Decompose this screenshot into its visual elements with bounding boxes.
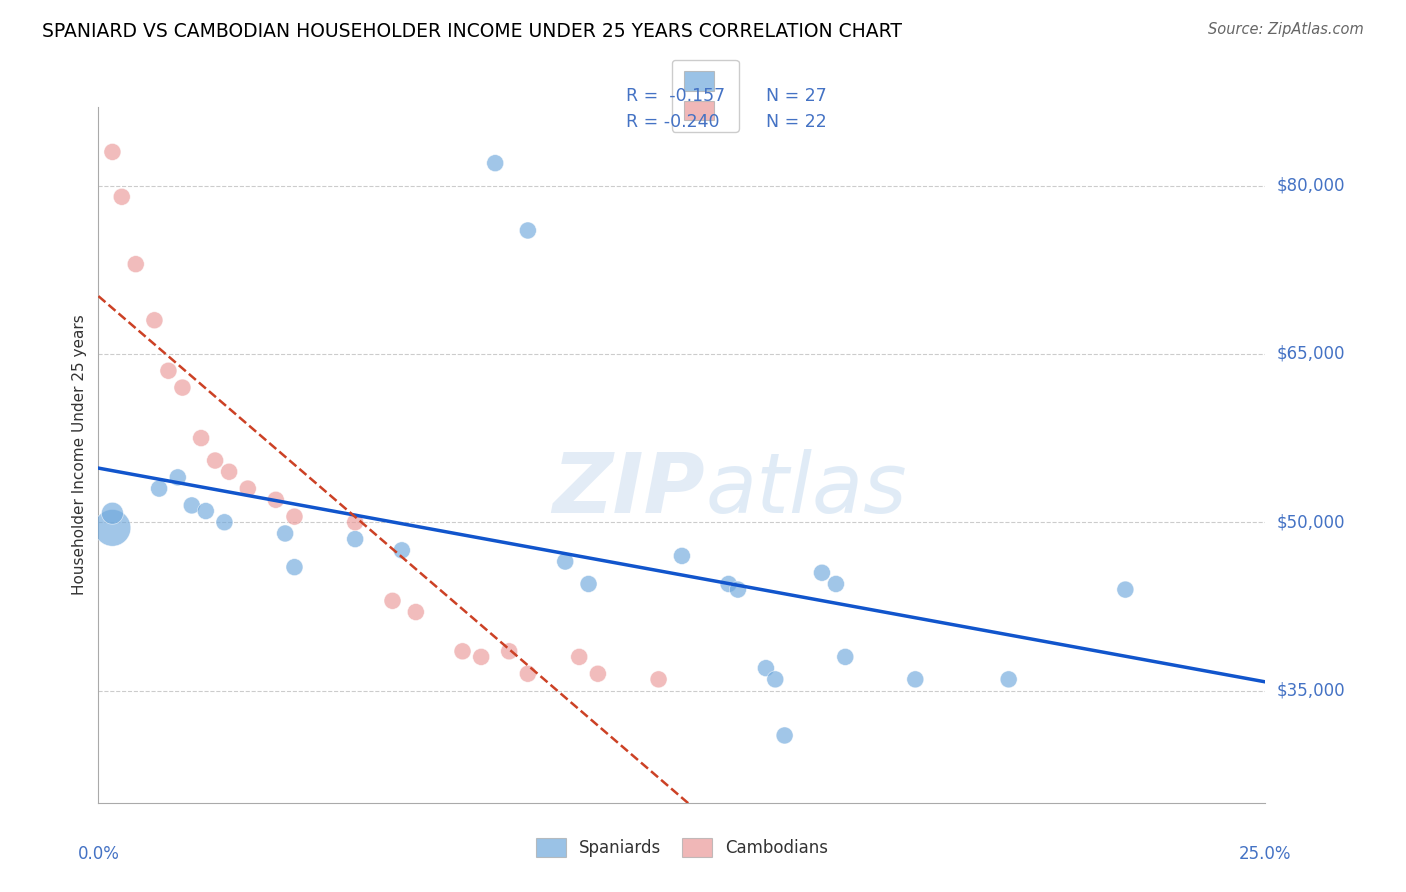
Text: $35,000: $35,000 (1277, 681, 1346, 699)
Point (405, 605, 427, 619)
Text: N = 27: N = 27 (766, 87, 827, 105)
Point (172, 381, 194, 395)
Point (236, 482, 259, 496)
Point (1114, 582, 1136, 597)
Point (498, 644, 520, 658)
Text: 0.0%: 0.0% (77, 845, 120, 863)
Point (578, 577, 600, 591)
Point (101, 145, 124, 159)
Point (180, 499, 202, 513)
Text: 25.0%: 25.0% (1239, 845, 1292, 863)
Point (148, 482, 170, 496)
Text: R = -0.240: R = -0.240 (626, 113, 720, 131)
Point (516, 666, 538, 681)
Point (586, 666, 609, 681)
Text: ZIP: ZIP (553, 450, 706, 530)
Point (190, 431, 212, 445)
Point (381, 594, 404, 608)
Point (647, 673, 669, 687)
Point (344, 532, 367, 546)
Legend: Spaniards, Cambodians: Spaniards, Cambodians (529, 831, 835, 864)
Point (904, 673, 927, 687)
Point (101, 521, 124, 535)
Point (204, 453, 226, 467)
Text: $65,000: $65,000 (1277, 345, 1346, 363)
Point (568, 649, 591, 664)
Point (274, 526, 297, 541)
Point (516, 223, 538, 237)
Text: Source: ZipAtlas.com: Source: ZipAtlas.com (1208, 22, 1364, 37)
Point (214, 515, 236, 529)
Text: $80,000: $80,000 (1277, 177, 1346, 194)
Text: N = 22: N = 22 (766, 113, 827, 131)
Point (470, 649, 492, 664)
Point (125, 257, 148, 271)
Point (727, 582, 749, 597)
Point (283, 509, 305, 524)
Point (825, 577, 848, 591)
Point (755, 661, 778, 675)
Point (101, 506, 124, 520)
Point (344, 515, 367, 529)
Text: atlas: atlas (706, 450, 907, 530)
Point (166, 470, 188, 484)
Point (157, 364, 180, 378)
Point (554, 555, 576, 569)
Point (834, 649, 856, 664)
Point (811, 566, 834, 580)
Point (391, 543, 413, 558)
Point (283, 560, 305, 574)
Point (717, 577, 740, 591)
Point (997, 673, 1019, 687)
Text: SPANIARD VS CAMBODIAN HOUSEHOLDER INCOME UNDER 25 YEARS CORRELATION CHART: SPANIARD VS CAMBODIAN HOUSEHOLDER INCOME… (42, 22, 903, 41)
Point (111, 190, 134, 204)
Point (671, 549, 693, 563)
Text: $50,000: $50,000 (1277, 513, 1346, 532)
Y-axis label: Householder Income Under 25 years: Householder Income Under 25 years (72, 315, 87, 595)
Point (484, 156, 506, 170)
Point (264, 492, 287, 507)
Point (218, 465, 240, 479)
Point (763, 673, 786, 687)
Point (143, 313, 166, 327)
Point (451, 644, 474, 658)
Point (773, 729, 796, 743)
Text: R =  -0.157: R = -0.157 (626, 87, 725, 105)
Point (194, 504, 217, 518)
